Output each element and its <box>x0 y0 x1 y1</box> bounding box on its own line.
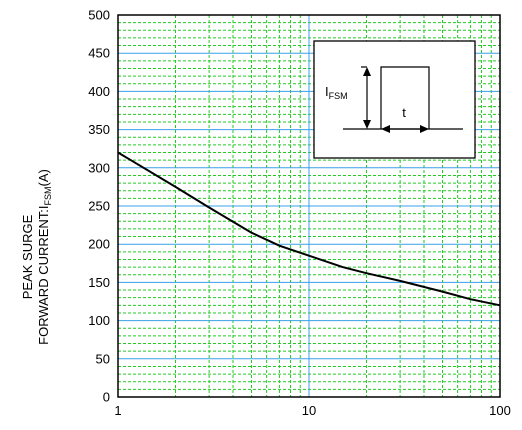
y-tick-label: 150 <box>88 275 110 290</box>
y-tick-label: 200 <box>88 237 110 252</box>
y-axis-label-line1: PEAK SURGE <box>20 214 35 299</box>
y-tick-label: 0 <box>103 390 110 405</box>
curve-layer <box>117 151 501 307</box>
y-axis-label: PEAK SURGE FORWARD CURRENT:IFSM(A) <box>20 169 53 345</box>
inset-ifsm-main: I <box>325 84 329 99</box>
x-tick-labels: 1 10 100 <box>114 403 510 418</box>
inset-ifsm-arrow-down <box>363 120 371 129</box>
surge-current-curve <box>117 151 501 307</box>
inset-t-arrow-right <box>420 125 429 133</box>
inset-ifsm-arrow-up <box>363 67 371 76</box>
y-tick-label: 400 <box>88 84 110 99</box>
y-tick-label: 300 <box>88 160 110 175</box>
y-tick-label: 450 <box>88 46 110 61</box>
y-axis-label-tail: (A) <box>36 169 51 186</box>
y-tick-labels: 0 50 100 150 200 250 300 350 400 450 500 <box>88 8 110 405</box>
y-tick-label: 350 <box>88 122 110 137</box>
inset-t-label: t <box>402 105 406 120</box>
y-axis-label-line2: FORWARD CURRENT:IFSM(A) <box>36 169 53 345</box>
inset-t-arrow-left <box>381 125 390 133</box>
y-tick-label: 500 <box>88 8 110 23</box>
y-axis-label-sub: FSM <box>43 186 53 205</box>
y-tick-label: 50 <box>96 351 110 366</box>
y-tick-label: 250 <box>88 199 110 214</box>
y-tick-label: 100 <box>88 313 110 328</box>
inset-diagram: IFSM t <box>313 40 476 159</box>
inset-ifsm-label: IFSM <box>325 84 348 101</box>
inset-box <box>313 40 476 159</box>
x-tick-label: 10 <box>302 403 316 418</box>
y-axis-label-main: FORWARD CURRENT:I <box>36 205 51 344</box>
x-tick-label: 100 <box>489 403 511 418</box>
inset-ifsm-sub: FSM <box>329 91 348 101</box>
x-tick-label: 1 <box>114 403 121 418</box>
inset-pulse <box>380 66 430 129</box>
plot-frame <box>117 14 501 398</box>
